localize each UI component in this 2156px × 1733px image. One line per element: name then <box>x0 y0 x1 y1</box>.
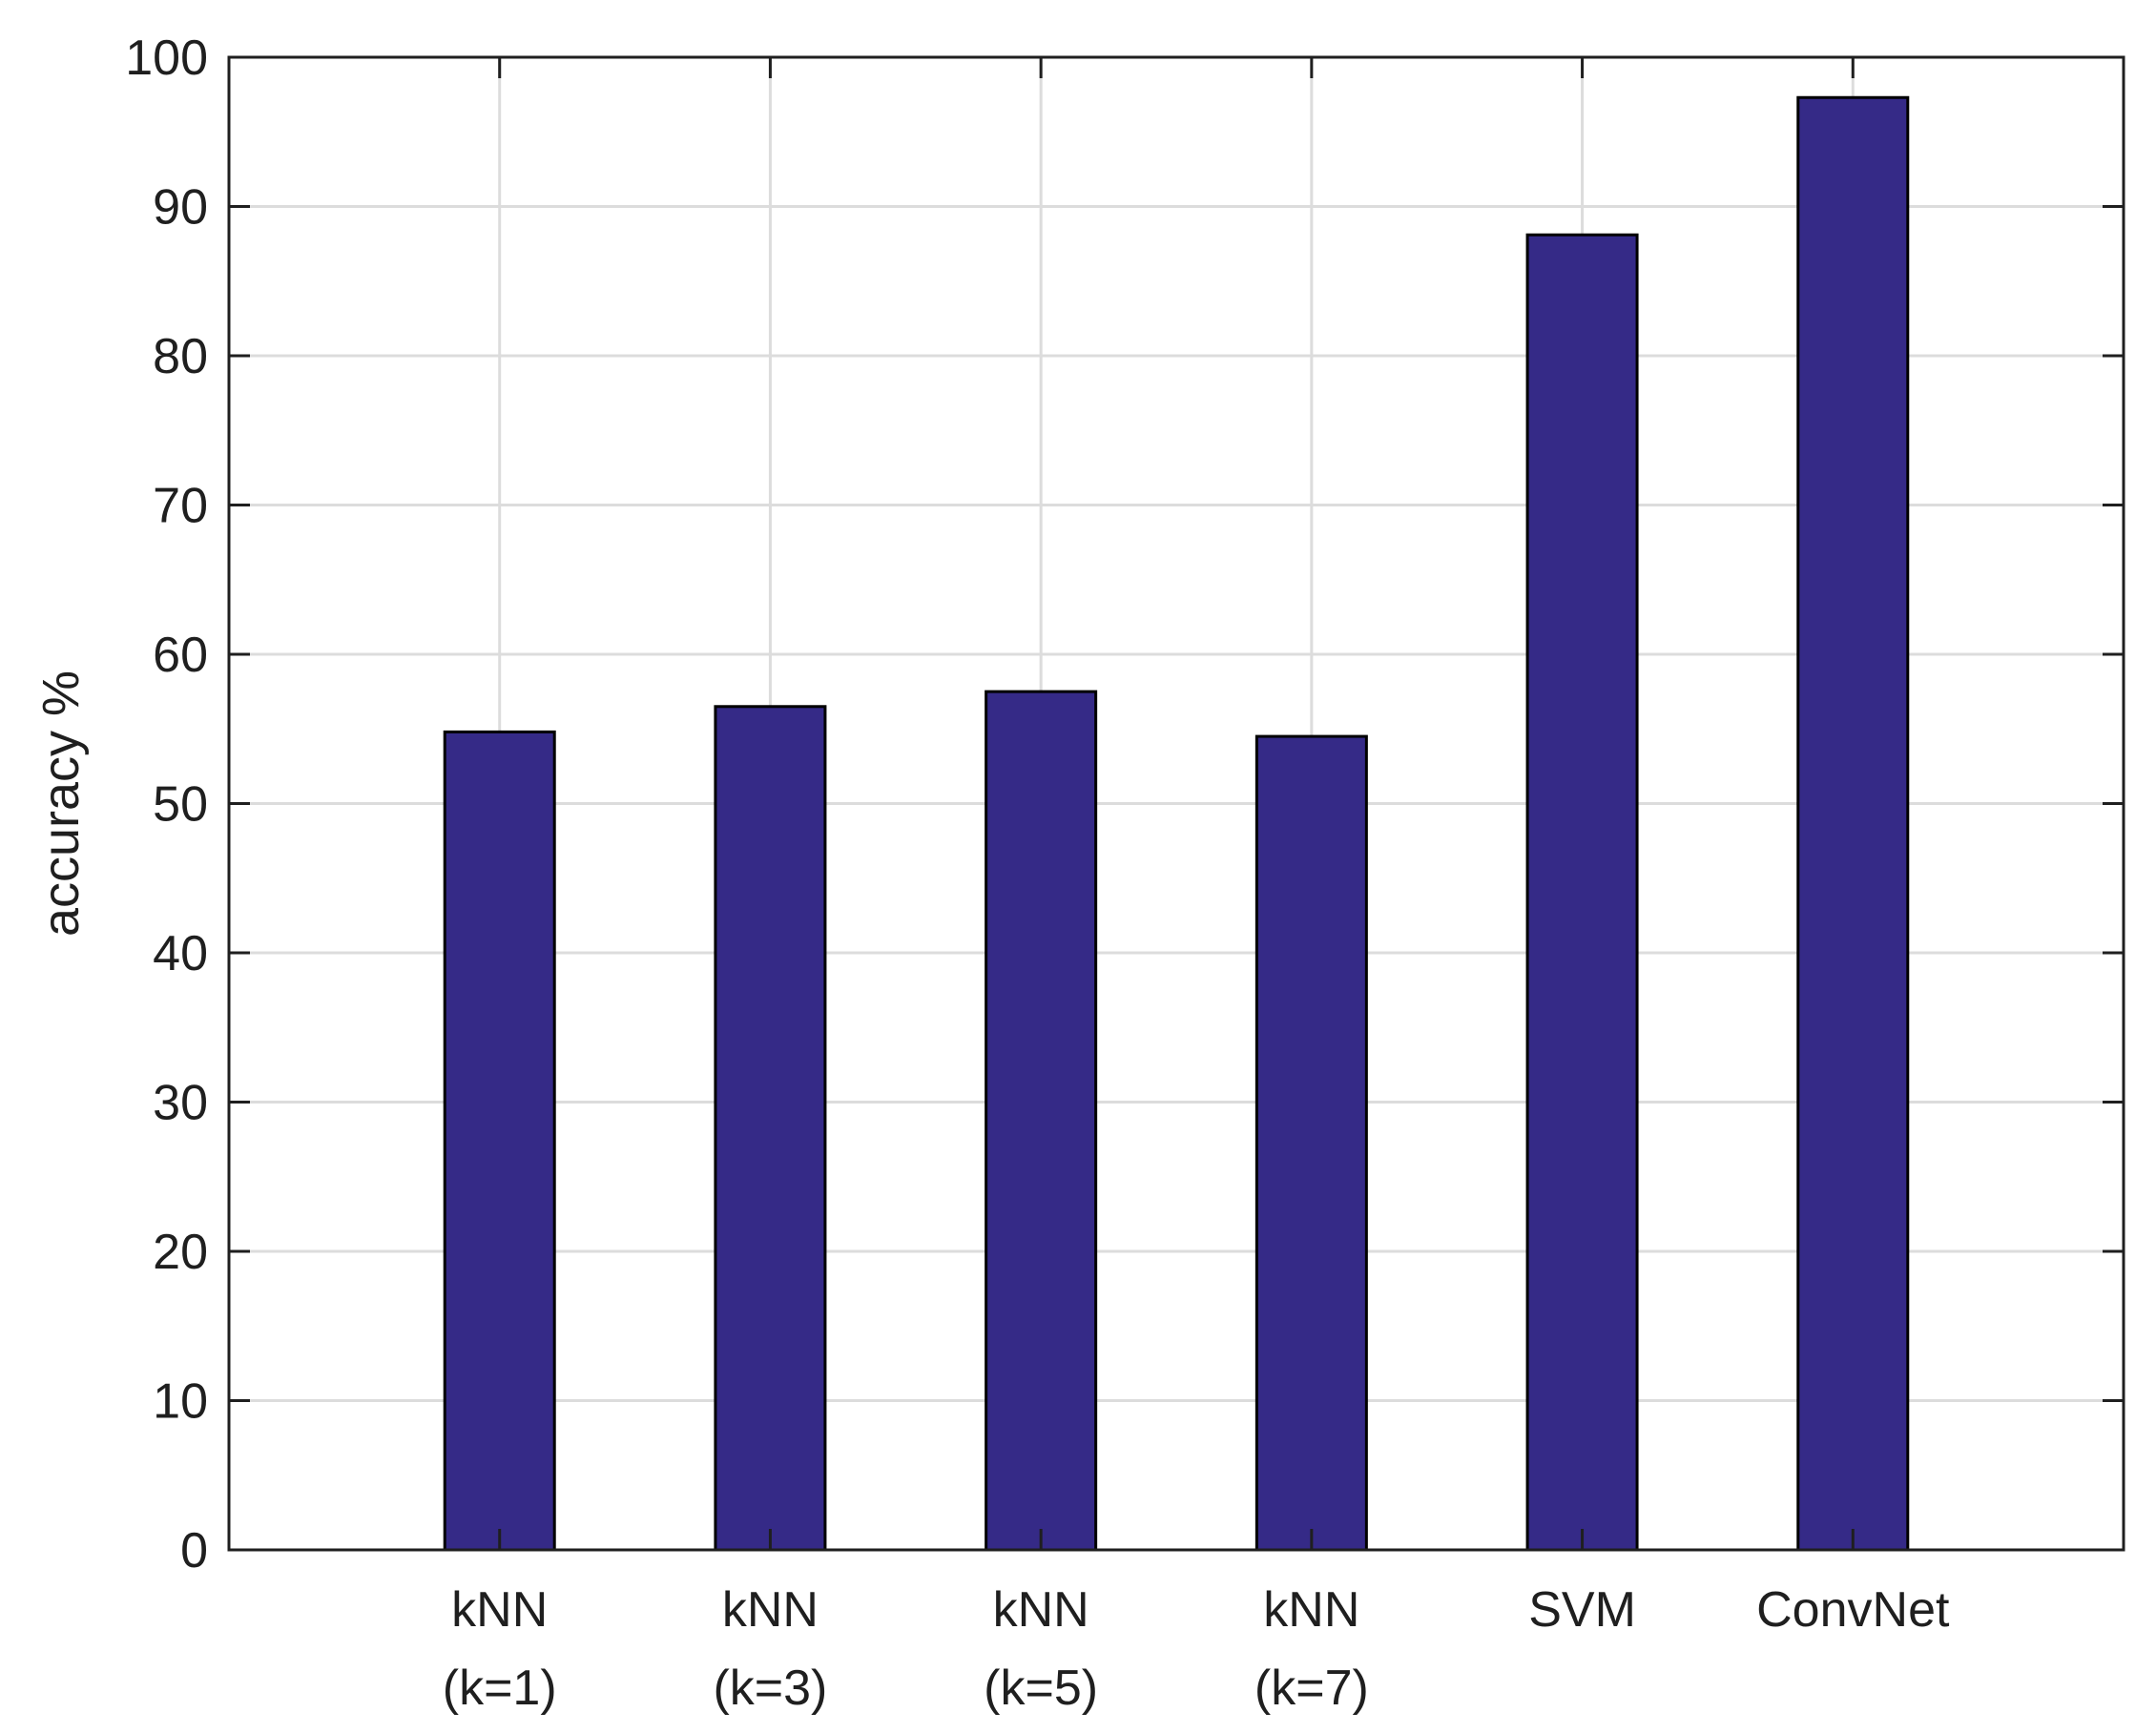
bar <box>985 690 1098 1552</box>
x-tick-label: SVM <box>1528 1582 1636 1638</box>
bar <box>1525 233 1639 1552</box>
x-tick-label: kNN (k=7) <box>1254 1582 1369 1716</box>
y-tick-label: 80 <box>153 329 208 384</box>
x-tick-label-line: kNN <box>993 1582 1089 1638</box>
x-tick-labels: kNN (k=1) kNN (k=3) kNN (k=5) kNN (k=7) SVM ConvN… <box>443 1582 1950 1716</box>
x-tick-label-line: kNN <box>722 1582 819 1638</box>
y-tick-label: 100 <box>125 31 208 86</box>
x-tick-label: kNN (k=5) <box>984 1582 1098 1716</box>
y-tick-labels: 0 10 20 30 40 50 60 70 80 90 100 <box>125 31 208 1578</box>
x-tick-label-line: (k=1) <box>443 1661 557 1716</box>
y-tick-label: 90 <box>153 180 208 236</box>
x-tick-label: ConvNet <box>1756 1582 1950 1638</box>
x-tick-label: kNN (k=1) <box>443 1582 557 1716</box>
x-tick-label-line: (k=3) <box>713 1661 827 1716</box>
y-tick-label: 50 <box>153 777 208 833</box>
bar <box>443 730 556 1552</box>
x-tick-label-line: (k=5) <box>984 1661 1098 1716</box>
bar <box>1796 95 1910 1552</box>
y-tick-label: 0 <box>180 1523 208 1578</box>
axes <box>227 55 2125 1552</box>
bar <box>714 705 827 1552</box>
y-tick-label: 20 <box>153 1225 208 1280</box>
y-tick-label: 10 <box>153 1374 208 1430</box>
x-tick-label-line: kNN <box>1263 1582 1359 1638</box>
y-tick-label: 60 <box>153 628 208 683</box>
bar <box>1254 734 1368 1552</box>
bars <box>443 95 1910 1552</box>
x-tick-label: kNN (k=3) <box>713 1582 827 1716</box>
y-tick-label: 30 <box>153 1076 208 1131</box>
y-axis-label: accuracy % <box>32 671 90 937</box>
x-tick-label-line: (k=7) <box>1254 1661 1369 1716</box>
y-tick-label: 70 <box>153 479 208 534</box>
y-tick-label: 40 <box>153 926 208 981</box>
x-tick-label-line: kNN <box>451 1582 548 1638</box>
x-tick-label-line: SVM <box>1528 1582 1636 1638</box>
x-tick-label-line: ConvNet <box>1756 1582 1950 1638</box>
